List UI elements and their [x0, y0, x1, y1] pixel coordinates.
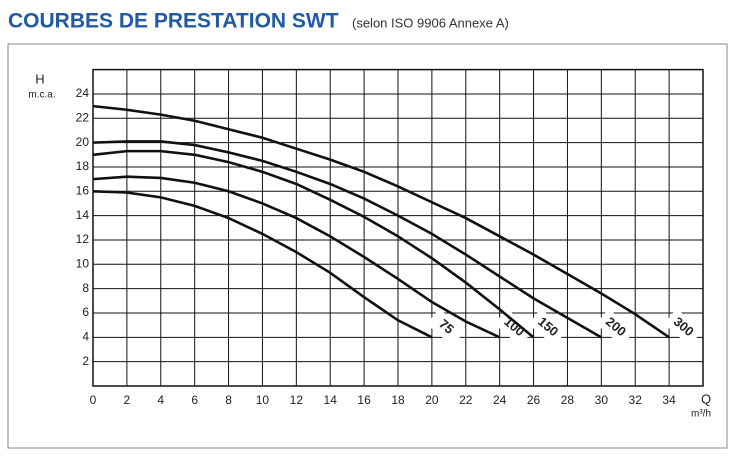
x-tick-label: 2: [124, 393, 131, 407]
x-tick-label: 4: [157, 393, 164, 407]
y-tick-label: 20: [76, 135, 90, 149]
y-tick-label: 16: [76, 183, 90, 197]
chart-frame: [7, 43, 728, 449]
x-tick-label: 18: [391, 393, 405, 407]
x-tick-label: 20: [425, 393, 439, 407]
y-tick-label: 18: [76, 159, 90, 173]
curve-label-bg: [494, 308, 534, 346]
y-tick-label: 4: [82, 329, 89, 343]
x-tick-label: 28: [561, 393, 575, 407]
y-tick-label: 24: [76, 86, 90, 100]
y-axis-label: H: [35, 71, 44, 86]
y-tick-label: 22: [76, 110, 90, 124]
x-tick-label: 34: [662, 393, 676, 407]
curve: [92, 175, 501, 339]
curve-label-bg: [663, 308, 703, 346]
x-tick-label: 30: [595, 393, 609, 407]
curve: [92, 189, 433, 339]
curve-label-bg: [595, 308, 635, 346]
x-tick-label: 32: [629, 393, 643, 407]
x-tick-label: 16: [357, 393, 371, 407]
y-axis-unit: m.c.a.: [28, 90, 55, 101]
x-tick-label: 0: [90, 393, 97, 407]
y-tick-label: 6: [82, 305, 89, 319]
x-tick-label: 26: [527, 393, 541, 407]
curve: [92, 104, 670, 339]
y-tick-label: 14: [76, 208, 90, 222]
y-tick-label: 12: [76, 232, 90, 246]
plot-frame: [92, 68, 704, 387]
x-tick-label: 22: [459, 393, 473, 407]
chart-title: COURBES DE PRESTATION SWT: [8, 10, 339, 33]
curve: [92, 140, 602, 339]
x-axis-unit: m³/h: [691, 409, 711, 420]
curve-label-bg: [426, 308, 466, 346]
x-tick-label: 24: [493, 393, 507, 407]
y-tick-label: 10: [76, 256, 90, 270]
curve: [92, 149, 535, 339]
x-tick-label: 6: [191, 393, 198, 407]
curve-label-bg: [528, 308, 568, 346]
x-tick-label: 12: [290, 393, 304, 407]
x-tick-label: 14: [324, 393, 338, 407]
chart-subtitle: (selon ISO 9906 Annexe A): [352, 15, 509, 30]
y-tick-label: 2: [82, 354, 89, 368]
x-tick-label: 10: [256, 393, 270, 407]
y-tick-label: 8: [82, 281, 89, 295]
x-tick-label: 8: [225, 393, 232, 407]
x-axis-label: Q: [701, 391, 711, 406]
